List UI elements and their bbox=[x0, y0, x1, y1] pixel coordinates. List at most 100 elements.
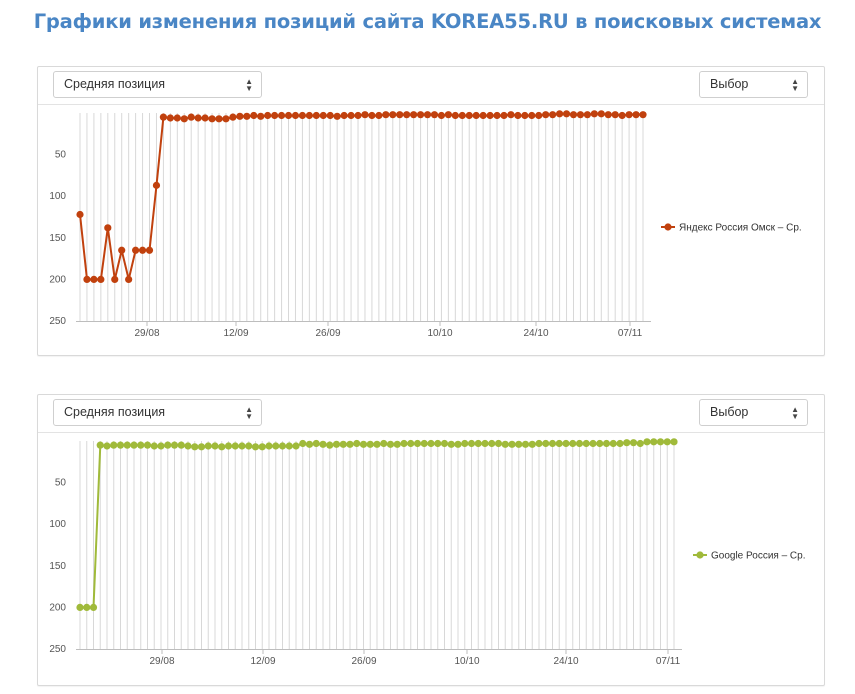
data-point bbox=[204, 442, 212, 450]
data-point bbox=[416, 111, 425, 119]
data-point bbox=[616, 439, 624, 448]
data-point bbox=[236, 112, 244, 120]
data-point bbox=[157, 442, 165, 450]
data-point bbox=[138, 246, 147, 254]
data-point bbox=[434, 439, 442, 448]
data-point bbox=[427, 439, 435, 448]
position-chart-yandex: 50 100 150 200 250 29/08 12/09 26/09 10/10 24/10 0… bbox=[49, 110, 802, 339]
data-point bbox=[639, 111, 647, 119]
y-axis: 50 100 150 200 250 bbox=[49, 150, 66, 327]
data-point bbox=[208, 115, 216, 123]
data-point bbox=[97, 275, 105, 283]
data-point bbox=[285, 442, 293, 450]
choice-select[interactable]: Выбор ▲ ▼ bbox=[699, 399, 808, 426]
data-point bbox=[347, 111, 355, 120]
data-point bbox=[396, 111, 404, 119]
grid-lines bbox=[79, 113, 644, 321]
data-point bbox=[514, 111, 522, 120]
data-point bbox=[90, 275, 98, 283]
y-tick-label: 250 bbox=[49, 316, 66, 327]
data-point bbox=[583, 111, 591, 119]
data-point bbox=[382, 111, 390, 119]
data-point bbox=[650, 438, 658, 446]
x-tick-label: 07/11 bbox=[618, 328, 643, 339]
data-point bbox=[407, 439, 415, 448]
data-point bbox=[393, 440, 401, 448]
data-point bbox=[569, 439, 577, 448]
data-point bbox=[542, 439, 550, 448]
data-point bbox=[629, 439, 638, 447]
metric-select[interactable]: Средняя позиция ▲ ▼ bbox=[53, 71, 262, 98]
legend: Google Россия – Ср. bbox=[693, 551, 806, 562]
grid-lines bbox=[79, 441, 675, 649]
choice-select[interactable]: Выбор ▲ ▼ bbox=[699, 71, 808, 98]
data-point bbox=[472, 111, 480, 120]
data-point bbox=[604, 111, 612, 119]
x-axis: 29/08 12/09 26/09 10/10 24/10 07/11 bbox=[76, 649, 682, 667]
data-point bbox=[104, 224, 112, 232]
data-point bbox=[278, 442, 287, 450]
data-point bbox=[326, 111, 334, 120]
data-point bbox=[332, 440, 341, 448]
data-point bbox=[632, 111, 640, 119]
data-point bbox=[173, 114, 181, 122]
data-point bbox=[346, 440, 354, 448]
data-point bbox=[125, 275, 133, 283]
data-point bbox=[555, 110, 564, 118]
data-point bbox=[116, 441, 125, 449]
choice-select-value: Выбор bbox=[710, 77, 749, 91]
data-point bbox=[444, 111, 452, 119]
data-point bbox=[152, 181, 161, 189]
y-tick-label: 200 bbox=[49, 602, 66, 613]
data-point bbox=[96, 441, 104, 449]
data-point bbox=[251, 443, 260, 451]
data-point bbox=[298, 111, 307, 120]
data-point bbox=[319, 440, 327, 448]
data-point bbox=[458, 111, 466, 120]
metric-select-value: Средняя позиция bbox=[64, 405, 166, 419]
data-point bbox=[500, 111, 508, 120]
metric-select[interactable]: Средняя позиция ▲ ▼ bbox=[53, 399, 262, 426]
data-point bbox=[305, 111, 313, 120]
data-point bbox=[299, 439, 307, 448]
y-axis: 50 100 150 200 250 bbox=[49, 478, 66, 655]
panel-header: Средняя позиция ▲ ▼ Выбор ▲ ▼ bbox=[38, 67, 824, 105]
data-point bbox=[636, 439, 644, 448]
legend: Яндекс Россия Омск – Ср. bbox=[661, 223, 802, 234]
y-tick-label: 250 bbox=[49, 644, 66, 655]
data-point bbox=[549, 111, 557, 119]
data-point bbox=[111, 275, 119, 283]
data-point bbox=[243, 112, 251, 120]
data-point bbox=[528, 440, 536, 448]
data-point bbox=[143, 441, 152, 449]
data-point bbox=[494, 439, 503, 448]
data-point bbox=[643, 438, 651, 446]
data-point bbox=[596, 439, 604, 448]
data-point bbox=[118, 246, 126, 254]
data-point bbox=[103, 442, 111, 450]
data-point bbox=[257, 112, 265, 120]
data-point bbox=[89, 603, 98, 611]
data-point bbox=[618, 111, 626, 120]
data-point bbox=[467, 439, 476, 448]
y-tick-label: 100 bbox=[49, 519, 66, 530]
data-point bbox=[184, 442, 192, 450]
data-point bbox=[76, 603, 84, 611]
data-point bbox=[486, 111, 494, 120]
data-point bbox=[339, 440, 347, 448]
data-point bbox=[238, 442, 246, 450]
page-title: Графики изменения позиций сайта KOREA55.… bbox=[33, 10, 822, 33]
data-point bbox=[479, 111, 487, 120]
data-point bbox=[656, 438, 665, 446]
data-point bbox=[625, 111, 633, 119]
data-point bbox=[264, 111, 272, 120]
x-tick-label: 24/10 bbox=[553, 656, 578, 667]
data-point bbox=[353, 439, 361, 448]
data-point bbox=[164, 441, 172, 449]
choice-select-value: Выбор bbox=[710, 405, 749, 419]
x-tick-label: 12/09 bbox=[223, 328, 248, 339]
data-point bbox=[576, 111, 585, 119]
chevron-updown-icon: ▲ ▼ bbox=[245, 405, 253, 421]
data-point bbox=[159, 113, 168, 121]
google-chart-panel: Средняя позиция ▲ ▼ Выбор ▲ ▼ 50 100 150 200 2… bbox=[37, 394, 825, 686]
